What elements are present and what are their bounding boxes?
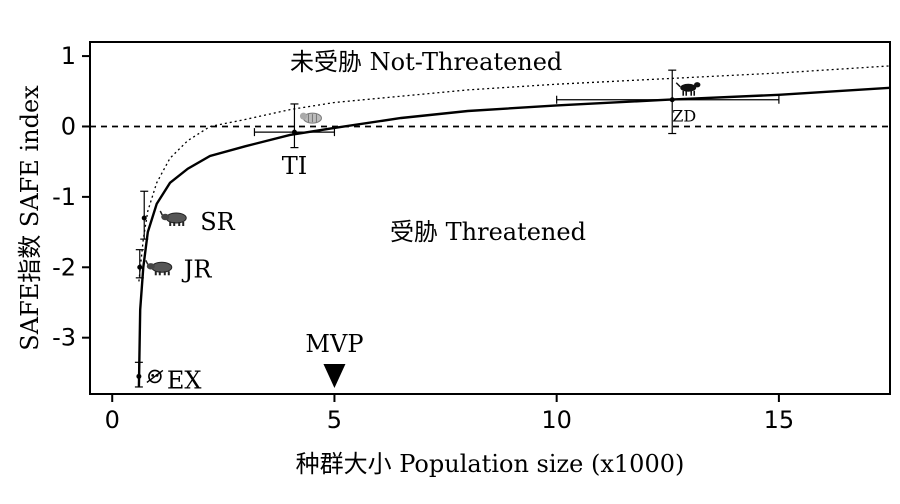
series-line-dotted [138,65,891,282]
data-point-jr [137,264,143,270]
x-axis-title: 种群大小 Population size (x1000) [296,450,685,478]
tiger-icon [299,112,322,124]
point-label-ex: EX [167,366,202,394]
rhino-body [151,261,173,273]
x-tick-label: 0 [105,406,120,434]
x-tick-label: 5 [327,406,342,434]
region-label-threatened: 受胁 Threatened [390,218,586,246]
y-tick-label: 0 [61,112,76,140]
point-label-jr: JR [181,255,213,283]
y-tick-label: 1 [61,42,76,70]
y-tick-label: -2 [52,253,76,281]
y-axis-title: SAFE指数 SAFE index [16,85,44,351]
point-label-zd: ZD [672,107,696,126]
point-label-ti: TI [282,152,308,180]
y-tick-label: -3 [52,324,76,352]
tiger-head [299,112,307,120]
dog-tail [675,82,681,88]
skull-icon [146,369,164,384]
rhino-horn [159,210,163,216]
mvp-label: MVP [305,330,363,358]
skull-eye [151,374,155,377]
rhino-head [161,213,170,221]
region-label-not-threatened: 未受胁 Not-Threatened [290,48,562,76]
y-tick-label: -1 [52,183,76,211]
crossbone [146,369,164,383]
rhino-head [146,263,155,270]
rhino-icon [159,210,187,226]
dog-body [680,83,697,92]
data-point-sr [141,215,147,221]
series-line-solid [137,86,891,388]
data-point-ti [291,129,297,135]
plot-frame [89,41,891,395]
data-point-zd [669,97,675,103]
dog-head [694,82,701,88]
rhino-body [165,212,187,224]
point-label-sr: SR [200,208,235,236]
dog-icon [675,82,701,96]
x-tick-label: 10 [541,406,572,434]
x-tick-label: 15 [764,406,795,434]
rhino-horn [145,259,149,265]
rhino-icon [145,259,173,276]
data-point-ex [136,373,142,379]
mvp-marker-triangle [323,364,346,388]
